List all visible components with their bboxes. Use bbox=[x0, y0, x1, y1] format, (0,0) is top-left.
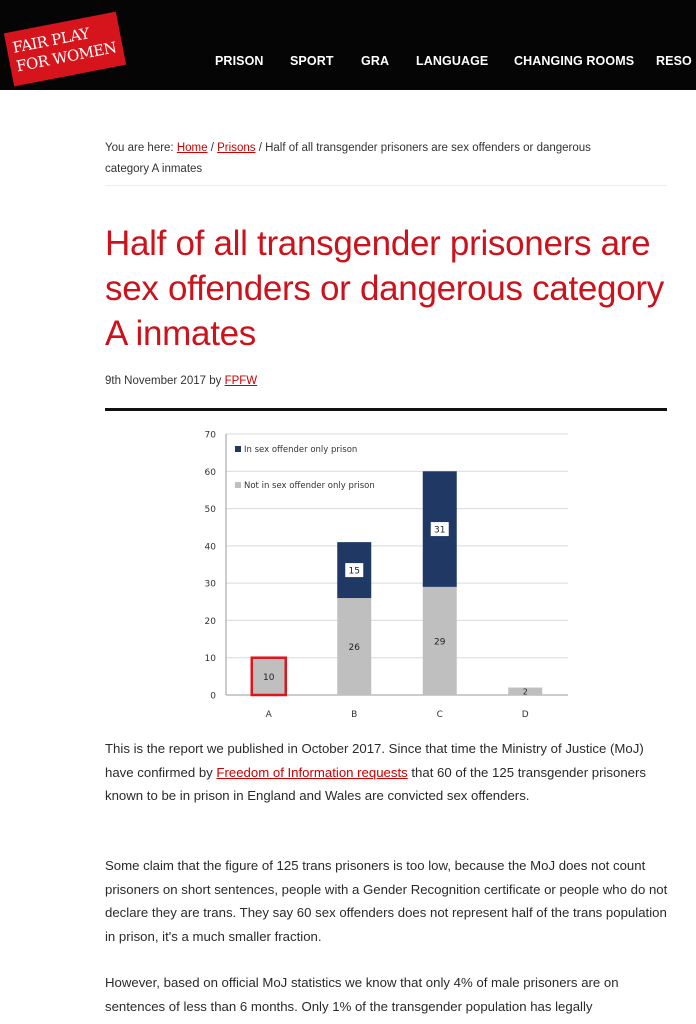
author-link[interactable]: FPFW bbox=[224, 375, 258, 387]
chart-bars: 10 26 15 29 31 2 bbox=[250, 471, 543, 697]
x-tick-label: D bbox=[522, 710, 529, 720]
y-axis: 0 10 20 30 40 50 60 70 bbox=[205, 431, 227, 702]
breadcrumb-home-link[interactable]: Home bbox=[176, 142, 208, 154]
breadcrumb-prisons-link[interactable]: Prisons bbox=[217, 142, 256, 154]
legend-swatch bbox=[235, 482, 241, 488]
y-tick-label: 0 bbox=[210, 692, 216, 702]
nav-item-gra[interactable]: GRA bbox=[361, 54, 390, 68]
breadcrumb-separator: / bbox=[210, 142, 214, 154]
x-tick-label: B bbox=[351, 710, 357, 720]
x-tick-label: A bbox=[266, 710, 273, 720]
paragraph-1: This is the report we published in Octob… bbox=[105, 737, 673, 808]
y-tick-label: 10 bbox=[205, 654, 217, 664]
nav-item-changing-rooms[interactable]: CHANGING ROOMS bbox=[514, 54, 635, 68]
site-header: FAIR PLAY FOR WOMEN PRISON SPORT GRA LAN… bbox=[0, 0, 696, 90]
site-logo[interactable]: FAIR PLAY FOR WOMEN bbox=[3, 11, 127, 87]
y-tick-label: 50 bbox=[205, 505, 217, 515]
data-label: 31 bbox=[434, 526, 445, 536]
bar-segment bbox=[422, 586, 457, 695]
x-axis: A B C D bbox=[266, 710, 529, 720]
legend-swatch bbox=[235, 446, 241, 452]
y-tick-label: 40 bbox=[205, 542, 217, 552]
paragraph-2: Some claim that the figure of 125 trans … bbox=[105, 858, 668, 944]
post-date: 9th November 2017 bbox=[105, 375, 207, 387]
nav-item-sport[interactable]: SPORT bbox=[290, 54, 334, 68]
bar-segment bbox=[337, 598, 372, 695]
nav-item-language[interactable]: LANGUAGE bbox=[416, 54, 489, 68]
paragraph-1-text-a: This is the report we published in Octob… bbox=[105, 741, 644, 780]
bar-segment bbox=[508, 687, 543, 695]
legend-label: Not in sex offender only prison bbox=[244, 481, 375, 491]
page-title: Half of all transgender prisoners are se… bbox=[105, 224, 664, 353]
y-tick-label: 20 bbox=[205, 617, 217, 627]
post-byline: 9th November 2017 by FPFW bbox=[105, 375, 257, 387]
breadcrumb-divider bbox=[105, 185, 667, 186]
foi-requests-link[interactable]: Freedom of Information requests bbox=[216, 764, 408, 780]
breadcrumb-current: Half of all transgender prisoners are se… bbox=[105, 142, 591, 175]
nav-item-prison[interactable]: PRISON bbox=[215, 54, 264, 68]
y-tick-label: 30 bbox=[205, 580, 217, 590]
data-label: 29 bbox=[434, 637, 446, 647]
chart-grid bbox=[226, 433, 568, 696]
data-label-box bbox=[345, 563, 364, 578]
data-label-box bbox=[430, 522, 449, 537]
legend-label: In sex offender only prison bbox=[244, 445, 357, 455]
y-tick-label: 60 bbox=[205, 468, 217, 478]
stacked-bar-chart: 0 10 20 30 40 50 60 70 10 26 15 29 31 2 A B C D In sex … bbox=[205, 431, 568, 720]
breadcrumb-separator: / bbox=[258, 142, 262, 154]
byline-by: by bbox=[209, 375, 222, 387]
breadcrumb: You are here: Home / Prisons / Half of a… bbox=[105, 138, 635, 180]
x-tick-label: C bbox=[437, 710, 443, 720]
y-tick-label: 70 bbox=[205, 431, 217, 441]
paragraph-1-text-b: that 60 of the 125 transgender prisoners… bbox=[105, 764, 646, 804]
nav-item-resources[interactable]: RESO bbox=[656, 54, 692, 68]
paragraph-3: However, based on official MoJ statistic… bbox=[105, 975, 619, 1014]
breadcrumb-prefix: You are here: bbox=[105, 142, 174, 154]
data-label: 10 bbox=[263, 673, 275, 683]
data-label: 15 bbox=[349, 567, 360, 577]
title-divider bbox=[105, 408, 667, 411]
chart-legend: In sex offender only prison Not in sex of… bbox=[235, 445, 375, 491]
bar-segment bbox=[250, 656, 287, 697]
data-label: 2 bbox=[523, 687, 528, 696]
data-label: 26 bbox=[349, 643, 361, 653]
